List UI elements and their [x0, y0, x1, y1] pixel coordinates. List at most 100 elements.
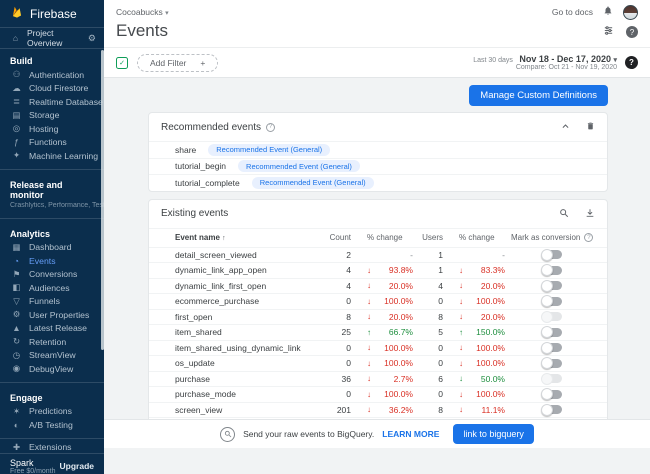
sidebar-item[interactable]: ⚇ Authentication [0, 68, 104, 82]
mark-as-conversion-toggle[interactable] [541, 388, 562, 401]
toggle-knob [541, 279, 553, 292]
sidebar-item-icon: ▽ [13, 295, 20, 306]
manage-custom-definitions-button[interactable]: Manage Custom Definitions [469, 85, 608, 106]
gear-icon[interactable]: ⚙ [87, 32, 96, 43]
event-count: 0 [346, 358, 351, 369]
info-icon[interactable]: ? [584, 233, 594, 242]
event-count: 25 [341, 327, 351, 338]
sidebar-item-label: StreamView [29, 350, 76, 361]
mark-as-conversion-toggle[interactable] [541, 357, 562, 370]
users-change-percent: 100.0% [476, 358, 505, 369]
event-table-row: purchase 36 ↓ 2.7% 6 ↓ 50.0% [149, 370, 607, 387]
sidebar-item[interactable]: ◷ StreamView [0, 349, 104, 363]
sidebar-section-build: Build ⚇ Authentication ☁ Cloud Firestore… [0, 49, 104, 165]
sidebar-item-label: DebugView [29, 363, 74, 374]
mark-as-conversion-toggle[interactable] [541, 341, 562, 354]
mark-as-conversion-toggle[interactable] [541, 326, 562, 339]
sidebar-item[interactable]: ▽ Funnels [0, 295, 104, 309]
toggle-knob [541, 388, 553, 401]
sidebar-item-icon: ƒ [14, 137, 19, 148]
sidebar-item[interactable]: ▦ Dashboard [0, 241, 104, 255]
sidebar-item-icon: ◔ [13, 255, 20, 266]
sidebar-item[interactable]: ⚑ Conversions [0, 268, 104, 282]
tune-icon[interactable] [603, 23, 614, 41]
sidebar-section-release[interactable]: Release and monitor Crashlytics, Perform… [0, 173, 104, 214]
sidebar-item[interactable]: ✶ Predictions [0, 405, 104, 419]
toggle-knob [541, 295, 553, 308]
event-name: tutorial_begin [175, 161, 227, 172]
mark-as-conversion-toggle[interactable] [541, 295, 562, 308]
collapse-card-icon[interactable] [561, 118, 570, 136]
go-to-docs-link[interactable]: Go to docs [551, 7, 593, 17]
learn-more-link[interactable]: LEARN MORE [382, 429, 440, 439]
mark-as-conversion-toggle[interactable] [541, 279, 562, 292]
sidebar-item[interactable]: ◐ A/B Testing [0, 418, 104, 432]
help-icon[interactable]: ? [626, 26, 638, 38]
mark-as-conversion-toggle[interactable] [541, 372, 562, 385]
users-change-percent: 100.0% [476, 296, 505, 307]
change-arrow-icon: ↓ [367, 405, 371, 415]
sidebar-item-project-overview[interactable]: ⌂ Project Overview ⚙ [0, 27, 104, 49]
mark-as-conversion-toggle[interactable] [541, 310, 562, 323]
mark-as-conversion-toggle[interactable] [541, 248, 562, 261]
count-change-percent: 100.0% [384, 342, 413, 353]
sidebar-item-label: Conversions [29, 269, 78, 280]
sidebar-scrollbar[interactable] [101, 50, 104, 350]
sidebar-item[interactable]: ⚙ User Properties [0, 308, 104, 322]
change-arrow-icon: ↓ [367, 312, 371, 322]
column-header-event-name[interactable]: Event name ↑ [175, 233, 226, 242]
firebase-brand[interactable]: Firebase [0, 0, 104, 27]
column-header-count[interactable]: Count [329, 233, 351, 242]
notifications-bell-icon[interactable] [603, 3, 613, 21]
section-subtitle-release: Crashlytics, Performance, Test La... [10, 201, 104, 209]
download-icon[interactable] [585, 205, 595, 223]
breadcrumb-project-selector[interactable]: Cocoabucks ▾ [116, 7, 169, 17]
sidebar-item[interactable]: ◉ DebugView [0, 362, 104, 376]
column-header-count-change[interactable]: % change [367, 233, 403, 242]
count-change-percent: 100.0% [384, 296, 413, 307]
add-filter-button[interactable]: Add Filter + [137, 53, 219, 72]
date-range-selector[interactable]: Last 30 days Nov 18 - Dec 17, 2020 ▾ Com… [473, 54, 617, 71]
sidebar-item-icon: ⚑ [12, 268, 21, 279]
mark-as-conversion-toggle[interactable] [541, 403, 562, 416]
count-change-percent: 20.0% [388, 311, 413, 322]
users-change-percent: 11.1% [481, 404, 505, 415]
sidebar-item[interactable]: ☁ Cloud Firestore [0, 82, 104, 96]
mark-as-conversion-toggle[interactable] [541, 264, 562, 277]
upgrade-button[interactable]: Upgrade [59, 461, 94, 471]
sidebar-item-icon: ◉ [12, 363, 21, 374]
existing-events-title: Existing events [161, 208, 229, 219]
event-table-row: first_open 8 ↓ 20.0% 8 ↓ 20.0% [149, 308, 607, 325]
sidebar-item[interactable]: ≣ Realtime Database [0, 95, 104, 109]
sidebar-item[interactable]: ƒ Functions [0, 136, 104, 150]
recommended-event-row: share Recommended Event (General) [149, 141, 607, 158]
sidebar-item-extensions[interactable]: ✚ Extensions [0, 442, 104, 453]
sidebar-item[interactable]: ▤ Storage [0, 109, 104, 123]
column-header-users[interactable]: Users [422, 233, 443, 242]
user-avatar[interactable] [623, 4, 638, 20]
plan-name: Spark [10, 457, 34, 468]
link-to-bigquery-button[interactable]: link to bigquery [453, 424, 534, 444]
sidebar-item[interactable]: ↻ Retention [0, 335, 104, 349]
sidebar-item[interactable]: ▲ Latest Release [0, 322, 104, 336]
date-help-icon[interactable]: ? [625, 56, 638, 69]
sidebar-item[interactable]: ◔ Events [0, 254, 104, 268]
event-name: item_shared [175, 327, 222, 338]
event-table-row: detail_screen_viewed 2 - 1 - [149, 246, 607, 263]
info-icon[interactable]: ? [266, 122, 276, 132]
sidebar-item[interactable]: ◧ Audiences [0, 281, 104, 295]
users-change: ↓ 11.1% [451, 405, 511, 415]
event-count: 36 [341, 373, 351, 384]
search-icon[interactable] [559, 205, 569, 223]
project-overview-label: Project Overview [27, 28, 63, 48]
sidebar-item[interactable]: ✦ Machine Learning [0, 149, 104, 163]
sidebar-item-icon: ↻ [12, 336, 21, 347]
sidebar-item-label: User Properties [29, 309, 90, 320]
sidebar-item[interactable]: ◎ Hosting [0, 122, 104, 136]
change-arrow-icon: ↓ [367, 281, 371, 291]
recommended-event-row: tutorial_begin Recommended Event (Genera… [149, 157, 607, 175]
column-header-users-change[interactable]: % change [459, 233, 495, 242]
change-arrow-icon: ↓ [367, 374, 371, 384]
delete-icon[interactable] [586, 118, 595, 136]
